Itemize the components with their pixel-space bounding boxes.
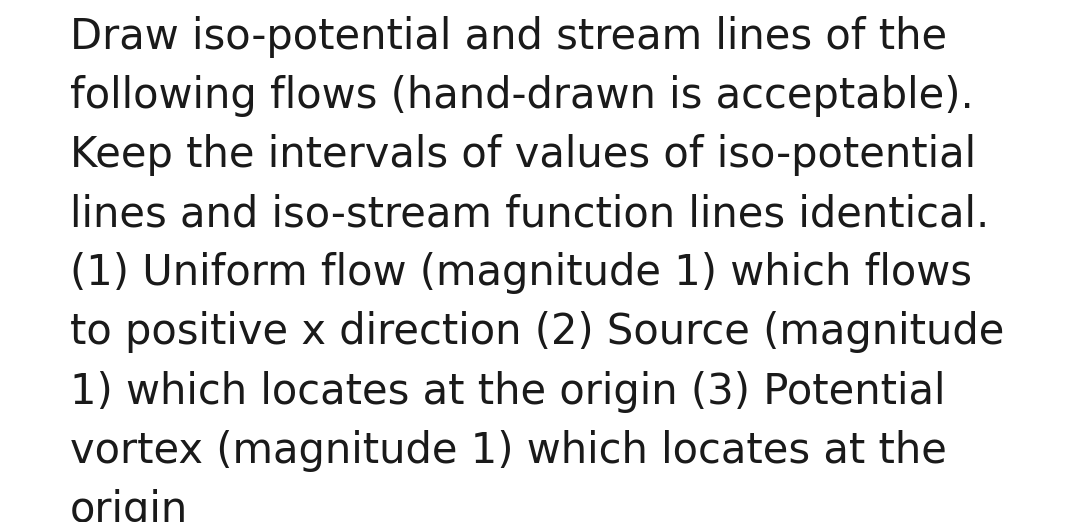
Text: Draw iso-potential and stream lines of the
following flows (hand-drawn is accept: Draw iso-potential and stream lines of t…: [70, 16, 1004, 522]
